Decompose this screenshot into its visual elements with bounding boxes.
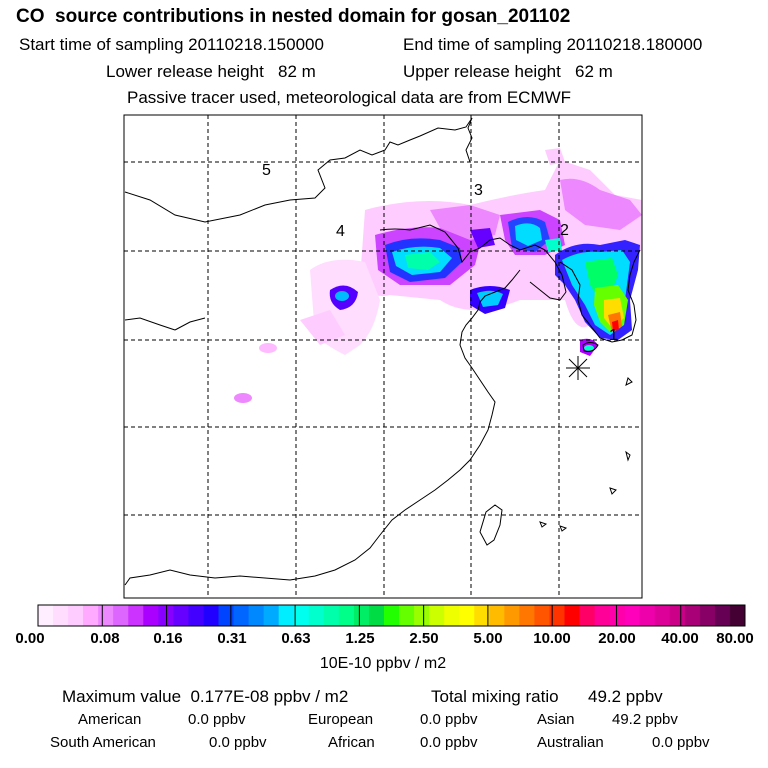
max-value-label: Maximum value 0.177E-08 ppbv / m2 — [62, 687, 349, 706]
start-time-label: Start time of sampling 20110218.150000 — [19, 35, 324, 54]
colorbar-swatch — [323, 605, 340, 626]
colorbar-swatch — [233, 605, 250, 626]
colorbar-swatch — [519, 605, 535, 626]
colorbar-swatch — [68, 605, 84, 626]
colorbar-swatch — [368, 605, 385, 626]
australian-label: Australian — [537, 734, 604, 751]
colorbar-swatch — [639, 605, 656, 626]
colorbar-swatch — [98, 605, 114, 626]
colorbar-swatch — [699, 605, 716, 626]
colorbar-swatch — [609, 605, 626, 626]
colorbar-swatch — [399, 605, 415, 626]
colorbar-swatch — [669, 605, 686, 626]
european-label: European — [308, 711, 374, 728]
colorbar-swatch — [83, 605, 99, 626]
region-label: 3 — [474, 182, 483, 199]
region-label: 2 — [560, 222, 569, 239]
colorbar-swatch — [338, 605, 355, 626]
african-label: African — [328, 734, 375, 751]
colorbar-swatch — [564, 605, 581, 626]
colorbar-tick-label: 20.00 — [598, 630, 636, 647]
plume-field — [234, 148, 642, 403]
colorbar-swatch — [128, 605, 144, 626]
australian-value: 0.0 ppbv — [652, 734, 710, 751]
colorbar-tick-label: 5.00 — [473, 630, 503, 647]
colorbar-swatch — [549, 605, 565, 626]
colorbar — [37, 604, 746, 627]
american-label: American — [78, 711, 142, 728]
colorbar-swatch — [444, 605, 460, 626]
graticule — [124, 115, 642, 598]
page-title: CO source contributions in nested domain… — [16, 6, 571, 27]
colorbar-swatch — [459, 605, 475, 626]
colorbar-swatch — [624, 605, 641, 626]
end-time-label: End time of sampling 20110218.180000 — [403, 35, 703, 54]
colorbar-swatch — [218, 605, 235, 626]
colorbar-swatch — [414, 605, 430, 626]
colorbar-swatch — [188, 605, 204, 626]
tracer-note: Passive tracer used, meteorological data… — [127, 88, 572, 107]
colorbar-swatch — [173, 605, 189, 626]
colorbar-swatch — [684, 605, 701, 626]
colorbar-swatch — [654, 605, 671, 626]
colorbar-swatch — [729, 605, 746, 626]
lower-release-label: Lower release height 82 m — [106, 62, 316, 81]
asian-value: 49.2 ppbv — [612, 711, 678, 728]
receptor-star-icon — [566, 356, 590, 380]
colorbar-swatch — [203, 605, 220, 626]
colorbar-swatch — [594, 605, 611, 626]
south-american-label: South American — [50, 734, 156, 751]
region-label: 5 — [262, 162, 271, 179]
total-mixing-value: 49.2 ppbv — [588, 687, 663, 706]
region-label: 4 — [336, 223, 345, 240]
asian-label: Asian — [537, 711, 575, 728]
colorbar-tick-label: 0.00 — [15, 630, 45, 647]
colorbar-tick-label: 80.00 — [716, 630, 754, 647]
colorbar-swatch — [38, 605, 54, 626]
colorbar-tick-label: 0.31 — [217, 630, 247, 647]
european-value: 0.0 ppbv — [420, 711, 478, 728]
total-mixing-label: Total mixing ratio — [431, 687, 559, 706]
colorbar-swatch — [714, 605, 731, 626]
colorbar-swatch — [504, 605, 520, 626]
colorbar-units: 10E-10 ppbv / m2 — [319, 655, 447, 672]
colorbar-swatch — [278, 605, 295, 626]
colorbar-swatch — [248, 605, 265, 626]
colorbar-swatch — [308, 605, 325, 626]
colorbar-tick-label: 10.00 — [533, 630, 571, 647]
colorbar-swatch — [263, 605, 280, 626]
colorbar-swatch — [143, 605, 159, 626]
upper-release-label: Upper release height 62 m — [403, 62, 613, 81]
coastline-borders — [124, 117, 641, 586]
colorbar-tick-label: 0.16 — [153, 630, 183, 647]
colorbar-swatch — [489, 605, 505, 626]
colorbar-tick-label: 40.00 — [661, 630, 699, 647]
colorbar-swatch — [579, 605, 596, 626]
colorbar-tick-label: 2.50 — [409, 630, 439, 647]
colorbar-frame — [37, 604, 746, 627]
colorbar-swatch — [353, 605, 370, 626]
colorbar-swatch — [293, 605, 310, 626]
colorbar-tick-label: 1.25 — [345, 630, 375, 647]
colorbar-swatch — [383, 605, 400, 626]
colorbar-swatch — [429, 605, 445, 626]
south-american-value: 0.0 ppbv — [209, 734, 267, 751]
colorbar-swatch — [53, 605, 69, 626]
african-value: 0.0 ppbv — [420, 734, 478, 751]
american-value: 0.0 ppbv — [188, 711, 246, 728]
colorbar-swatch — [534, 605, 550, 626]
colorbar-swatch — [113, 605, 129, 626]
map-frame — [123, 114, 643, 599]
region-label: 1 — [609, 327, 618, 344]
colorbar-swatch — [474, 605, 490, 626]
colorbar-tick-label: 0.63 — [281, 630, 311, 647]
colorbar-tick-label: 0.08 — [90, 630, 120, 647]
